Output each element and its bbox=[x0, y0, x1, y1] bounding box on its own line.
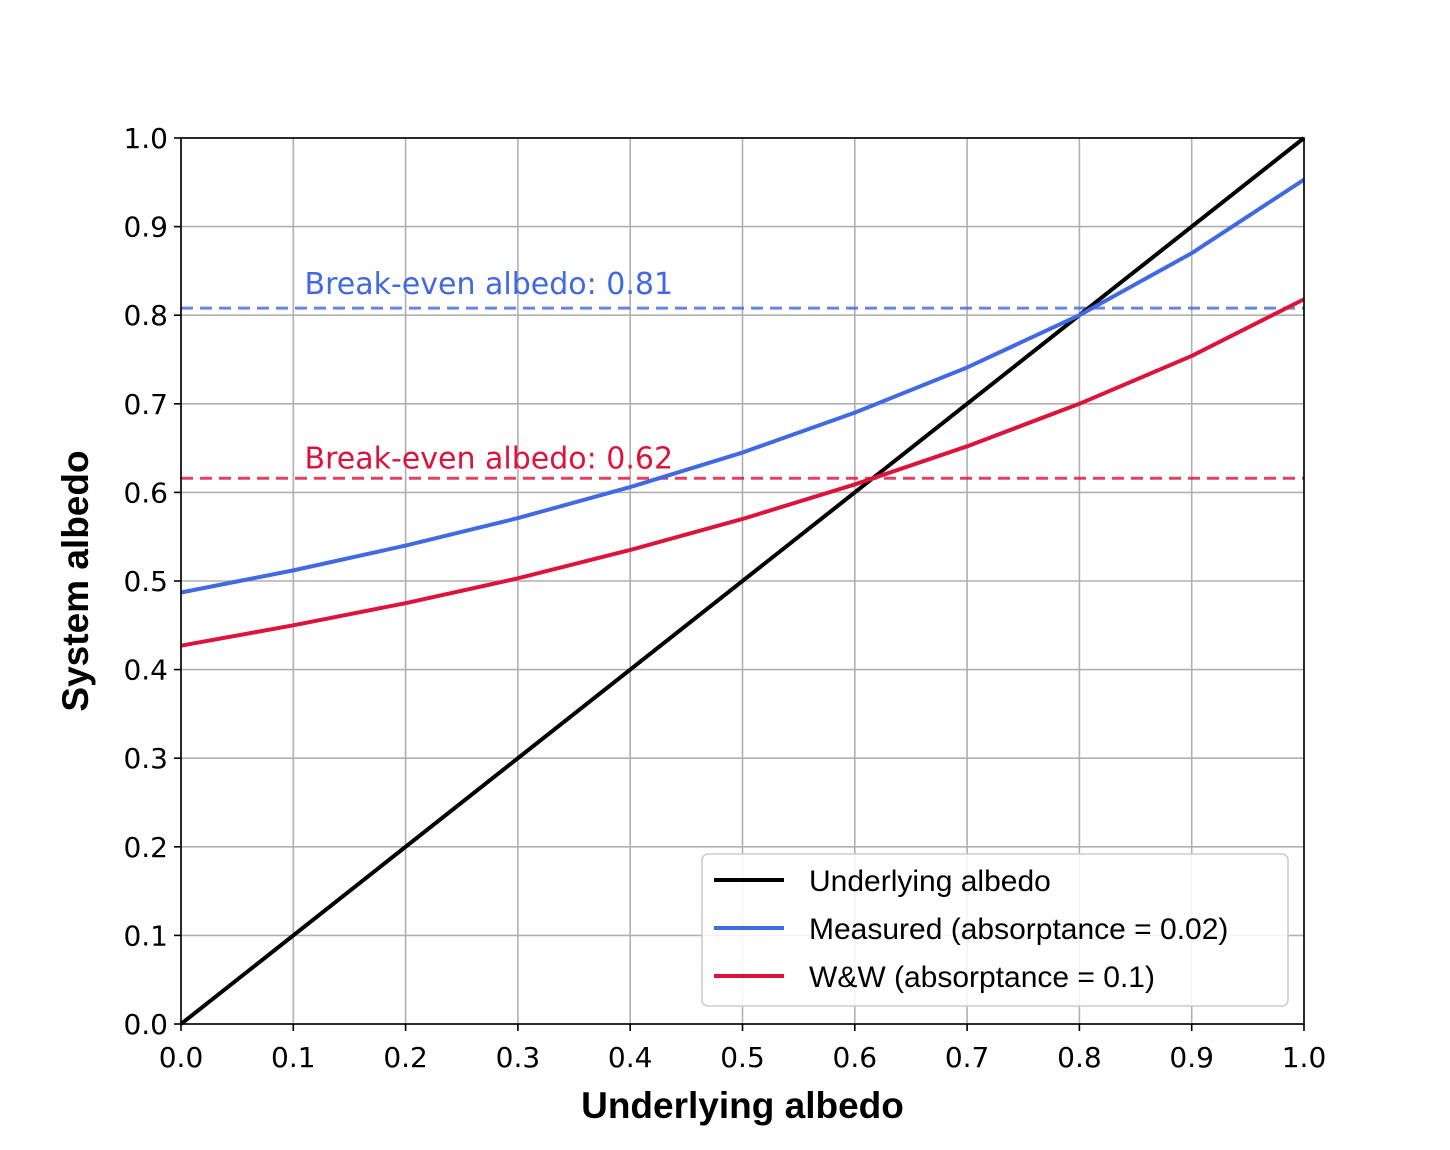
annotations: Break-even albedo: 0.81 Break-even albedo… bbox=[305, 267, 674, 477]
y-tick-label: 0.8 bbox=[123, 299, 168, 332]
y-tick-label: 0.0 bbox=[123, 1008, 168, 1041]
series-line bbox=[180, 177, 1306, 595]
y-tick-label: 0.3 bbox=[123, 742, 168, 775]
y-tick-label: 0.1 bbox=[123, 919, 168, 952]
y-tick-label: 0.9 bbox=[123, 211, 168, 244]
x-axis-title: Underlying albedo bbox=[581, 1085, 904, 1126]
x-tick-label: 0.5 bbox=[720, 1041, 765, 1074]
x-tick-label: 1.0 bbox=[1282, 1041, 1327, 1074]
legend: Underlying albedo Measured (absorptance =… bbox=[701, 853, 1289, 1007]
break-even-annotation: Break-even albedo: 0.62 bbox=[305, 442, 674, 477]
x-tick-label: 0.1 bbox=[271, 1041, 316, 1074]
x-tick-label: 0.3 bbox=[496, 1041, 541, 1074]
y-tick-label: 0.4 bbox=[123, 654, 168, 687]
y-tick-label: 0.2 bbox=[123, 831, 168, 864]
break-even-lines bbox=[181, 306, 1304, 480]
x-tick-label: 0.4 bbox=[608, 1041, 653, 1074]
x-tick-label: 0.0 bbox=[159, 1041, 204, 1074]
x-tick-label: 0.2 bbox=[383, 1041, 428, 1074]
x-tick-label: 0.7 bbox=[945, 1041, 990, 1074]
break-even-annotation: Break-even albedo: 0.81 bbox=[305, 267, 674, 302]
x-tick-label: 0.8 bbox=[1057, 1041, 1102, 1074]
y-axis-title: System albedo bbox=[55, 450, 96, 711]
y-tick-label: 0.7 bbox=[123, 388, 168, 421]
y-tick-label: 0.6 bbox=[123, 476, 168, 509]
axis-ticks: 0.0 0.1 0.2 0.3 0.4 0.5 0.6 0.7 0.8 0.9 1.0 0.0 0.1 0… bbox=[123, 122, 1326, 1074]
x-tick-label: 0.9 bbox=[1169, 1041, 1214, 1074]
legend-label: W&W (absorptance = 0.1) bbox=[809, 961, 1155, 994]
legend-label: Underlying albedo bbox=[809, 865, 1051, 898]
legend-box bbox=[701, 853, 1289, 1007]
legend-label: Measured (absorptance = 0.02) bbox=[809, 913, 1228, 946]
series-line bbox=[179, 136, 1306, 1026]
x-tick-label: 0.6 bbox=[833, 1041, 878, 1074]
series-lines bbox=[179, 136, 1306, 1026]
y-tick-label: 1.0 bbox=[123, 122, 168, 155]
series-line bbox=[180, 297, 1305, 648]
y-tick-label: 0.5 bbox=[123, 565, 168, 598]
